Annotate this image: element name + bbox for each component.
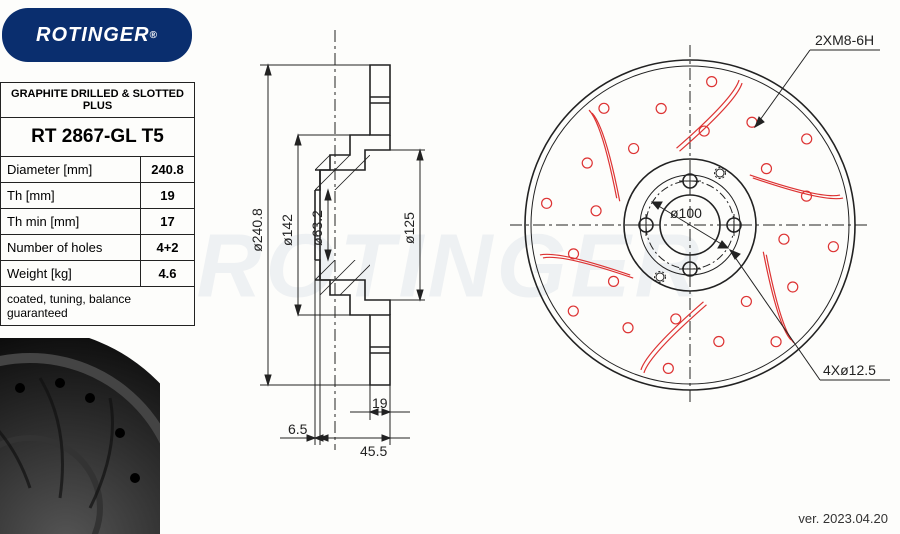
dim-63: ø63.2: [309, 210, 325, 246]
spec-value: 4.6: [141, 261, 195, 287]
table-row: Diameter [mm]240.8: [1, 157, 195, 183]
brand-text: ROTINGER: [36, 24, 150, 47]
spec-value: 240.8: [141, 157, 195, 183]
table-row: Th min [mm]17: [1, 209, 195, 235]
spec-label: Number of holes: [1, 235, 141, 261]
reg-mark: ®: [150, 30, 158, 41]
dim-center: ø100: [670, 205, 702, 221]
spec-value: 19: [141, 183, 195, 209]
spec-value: 17: [141, 209, 195, 235]
technical-drawing: ø240.8 ø142 ø63.2 ø125: [200, 10, 900, 520]
spec-label: Th min [mm]: [1, 209, 141, 235]
spec-table: GRAPHITE DRILLED & SLOTTED PLUS RT 2867-…: [0, 82, 195, 326]
product-title: GRAPHITE DRILLED & SLOTTED PLUS: [1, 83, 195, 118]
spec-label: Diameter [mm]: [1, 157, 141, 183]
dim-outer-dia: ø240.8: [249, 208, 265, 252]
dim-45-5: 45.5: [360, 443, 387, 459]
product-photo: [0, 338, 160, 534]
dim-6-5: 6.5: [288, 421, 308, 437]
table-row: Number of holes4+2: [1, 235, 195, 261]
dim-142: ø142: [279, 214, 295, 246]
spec-notes: coated, tuning, balance guaranteed: [1, 287, 195, 326]
part-number: RT 2867-GL T5: [1, 118, 195, 157]
callout-top: 2XM8-6H: [815, 32, 874, 48]
callout-bottom: 4Xø12.5: [823, 362, 876, 378]
brand-logo: ROTINGER®: [2, 8, 192, 62]
table-row: Th [mm]19: [1, 183, 195, 209]
spec-label: Weight [kg]: [1, 261, 141, 287]
spec-value: 4+2: [141, 235, 195, 261]
spec-label: Th [mm]: [1, 183, 141, 209]
table-row: Weight [kg]4.6: [1, 261, 195, 287]
dim-19: 19: [372, 395, 388, 411]
side-view: ø240.8 ø142 ø63.2 ø125: [249, 30, 425, 459]
dim-125: ø125: [401, 212, 417, 244]
